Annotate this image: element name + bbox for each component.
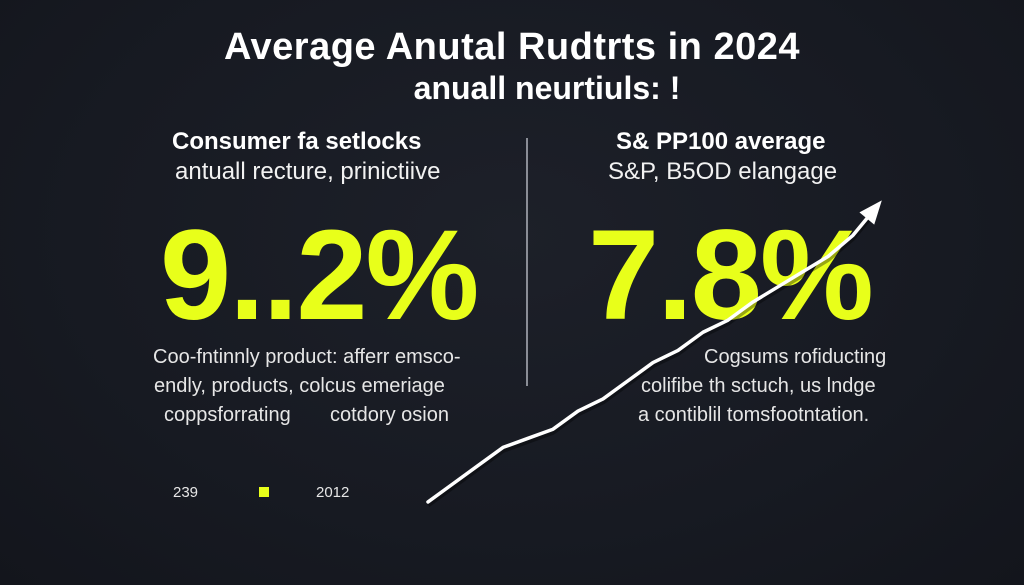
left-panel-desc-line2: endly, products, colcus emeriage	[154, 375, 445, 397]
page-title: Average Anutal Rudtrts in 2024	[223, 26, 800, 68]
left-panel-desc-line3a: coppsforrating	[164, 404, 291, 426]
right-panel-desc-line2: colifibe th sctuch, us lndge	[641, 375, 876, 397]
left-panel-desc-line3b: cotdory osion	[330, 404, 449, 426]
legend-item-1-label: 239	[173, 484, 199, 501]
right-panel-heading: S& PP100 average	[616, 128, 826, 155]
left-panel-heading: Consumer fa setlocks	[172, 128, 422, 155]
right-panel-subheading: S&P, B5OD elangage	[608, 158, 838, 185]
panel-divider	[526, 138, 528, 386]
legend-item-2-label: 2012	[316, 484, 350, 501]
legend-swatch	[259, 487, 269, 497]
left-panel-subheading: antuall recture, prinictiive	[175, 158, 441, 185]
left-panel-desc-line1: Coo-fntinnly product: afferr emsco-	[153, 346, 461, 368]
right-panel-desc-line1: Cogsums rofiducting	[704, 346, 887, 368]
right-panel-desc-line3: a contiblil tomsfootntation.	[638, 404, 870, 426]
right-panel-value: 7.8%	[588, 204, 874, 347]
left-panel-value: 9..2%	[160, 204, 479, 347]
page-subtitle: anuall neurtiuls: !	[413, 70, 681, 106]
